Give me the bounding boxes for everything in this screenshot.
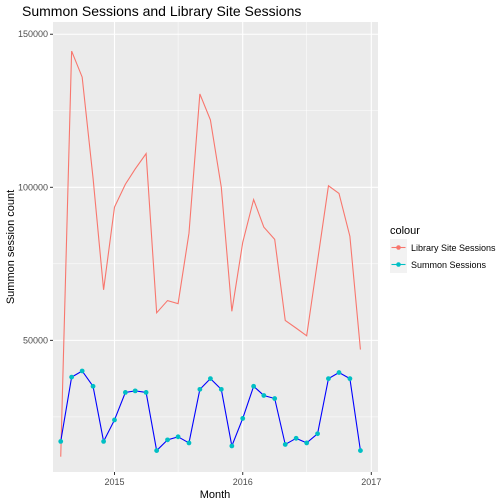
y-axis: 50000 100000 150000 xyxy=(18,29,53,345)
grid-major xyxy=(53,22,378,472)
series-layer xyxy=(58,50,363,457)
legend-label: Library Site Sessions xyxy=(411,243,496,253)
data-point xyxy=(186,440,192,446)
data-point xyxy=(208,376,213,382)
data-point xyxy=(326,376,331,382)
data-point xyxy=(69,374,75,380)
data-point xyxy=(143,390,149,395)
plot-panel xyxy=(53,22,378,472)
data-point xyxy=(122,390,128,395)
data-point xyxy=(165,437,170,443)
y-tick-label: 150000 xyxy=(18,29,48,39)
data-point xyxy=(90,383,96,389)
y-tick-label: 50000 xyxy=(23,335,48,345)
legend-label: Summon Sessions xyxy=(411,260,487,270)
series-line-library-site-sessions xyxy=(60,50,361,457)
legend-key-point xyxy=(396,262,401,267)
x-axis-label: Month xyxy=(200,489,231,501)
x-tick-label: 2015 xyxy=(104,477,124,487)
data-point xyxy=(154,448,160,453)
data-point xyxy=(336,370,342,375)
data-point xyxy=(132,388,138,394)
data-point xyxy=(304,440,310,446)
data-point xyxy=(229,443,235,449)
y-axis-label: Summon session count xyxy=(5,190,17,304)
x-tick-label: 2017 xyxy=(361,477,381,487)
y-tick-label: 100000 xyxy=(18,182,48,192)
data-point xyxy=(293,435,299,441)
data-point xyxy=(58,438,64,444)
data-point xyxy=(347,376,353,382)
data-point xyxy=(175,434,181,440)
grid-minor xyxy=(53,22,378,472)
legend-key-point xyxy=(396,245,401,250)
data-point xyxy=(358,448,363,453)
chart-title: Summon Sessions and Library Site Session… xyxy=(22,3,301,19)
data-point xyxy=(101,438,106,444)
data-point xyxy=(272,396,278,401)
data-point xyxy=(240,416,246,421)
x-tick-label: 2016 xyxy=(233,477,253,487)
legend: colour Library Site Sessions Summon Sessi… xyxy=(390,225,496,273)
data-point xyxy=(218,386,224,392)
legend-title: colour xyxy=(390,225,420,237)
data-point xyxy=(197,386,203,392)
data-point xyxy=(251,383,257,389)
data-point xyxy=(112,417,117,423)
data-point xyxy=(282,442,288,447)
data-point xyxy=(315,431,320,437)
data-point xyxy=(261,393,267,398)
x-axis: 2015 2016 2017 xyxy=(104,472,381,487)
data-point xyxy=(79,368,85,374)
